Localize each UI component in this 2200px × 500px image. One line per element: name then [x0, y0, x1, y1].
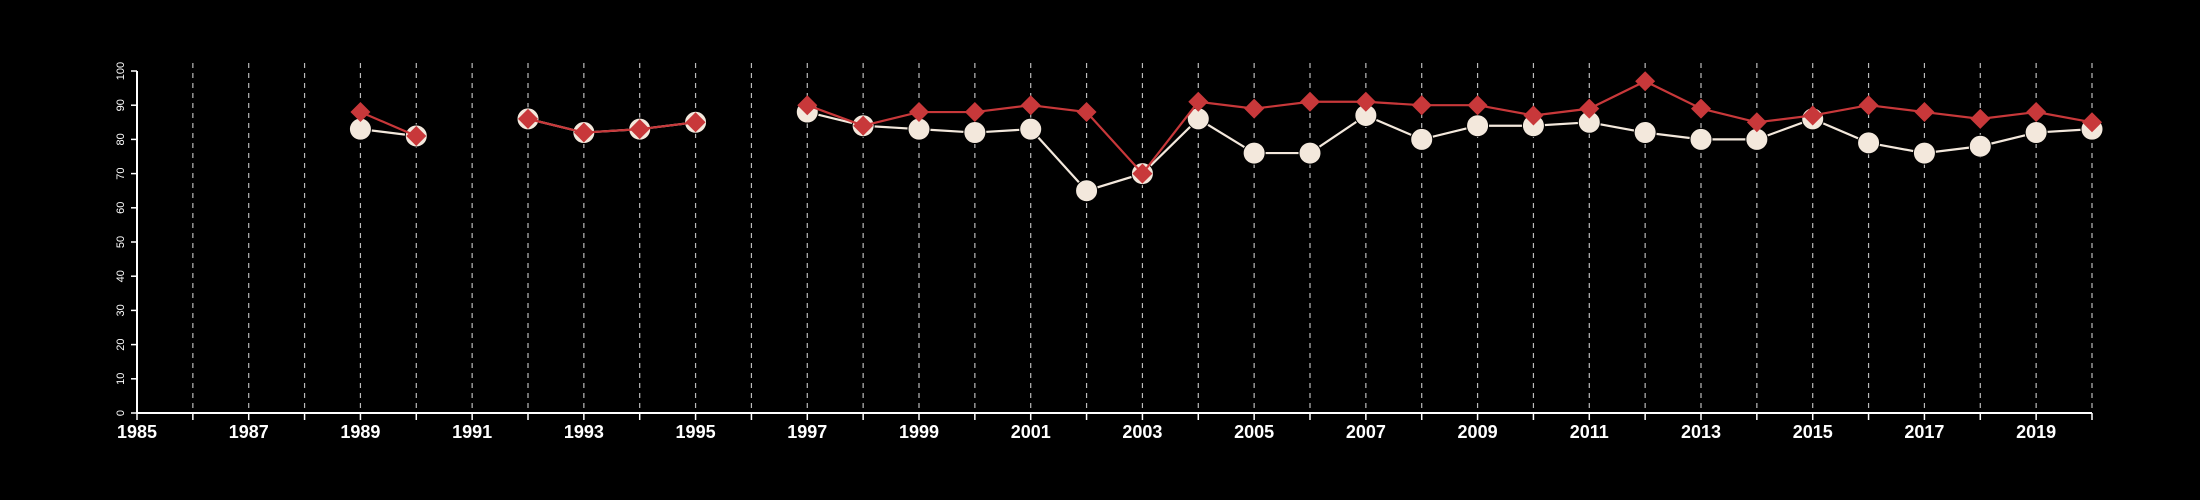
data-point-diamond: [1355, 91, 1376, 112]
data-point-diamond: [1858, 95, 1879, 116]
y-tick-label: 50: [115, 236, 127, 248]
data-point-diamond: [1467, 95, 1488, 116]
x-tick-label: 1987: [229, 422, 269, 442]
data-point-circle: [1075, 179, 1099, 203]
data-point-diamond: [797, 95, 818, 116]
data-point-circle: [1912, 141, 1936, 165]
data-point-diamond: [350, 102, 371, 123]
data-point-diamond: [2082, 112, 2102, 133]
x-tick-label: 2015: [1793, 422, 1833, 442]
data-point-circle: [1298, 141, 1322, 165]
data-point-diamond: [1411, 95, 1432, 116]
data-point-diamond: [629, 119, 650, 140]
data-point-diamond: [1691, 98, 1711, 119]
x-tick-label: 2007: [1346, 422, 1386, 442]
data-point-diamond: [406, 125, 427, 146]
x-tick-label: 2001: [1011, 422, 1051, 442]
y-tick-label: 20: [115, 338, 127, 350]
y-tick-label: 100: [115, 62, 127, 80]
data-point-circle: [1633, 121, 1657, 145]
series-line-segment: [806, 80, 2093, 176]
y-tick-label: 10: [115, 373, 127, 385]
data-point-circle: [1019, 117, 1043, 141]
data-point-diamond: [573, 122, 594, 143]
data-point-diamond: [909, 102, 929, 123]
data-point-diamond: [964, 102, 985, 123]
y-tick-label: 90: [115, 99, 127, 111]
data-point-diamond: [1076, 102, 1097, 123]
x-tick-label: 1997: [787, 422, 827, 442]
data-point-circle: [1410, 127, 1434, 151]
y-tick-label: 60: [115, 202, 127, 214]
x-tick-label: 2009: [1458, 422, 1498, 442]
data-point-circle: [963, 121, 987, 145]
x-tick-label: 1989: [340, 422, 380, 442]
x-tick-label: 2013: [1681, 422, 1721, 442]
data-point-diamond: [2026, 102, 2047, 123]
y-tick-label: 30: [115, 304, 127, 316]
data-point-circle: [1857, 131, 1881, 155]
series-line-segment: [527, 117, 696, 134]
x-tick-label: 2017: [1904, 422, 1944, 442]
data-point-diamond: [1020, 95, 1041, 116]
x-tick-label: 2011: [1570, 422, 1609, 442]
data-point-circle: [1968, 134, 1992, 158]
data-point-diamond: [1914, 102, 1935, 123]
series-line-segment: [359, 111, 417, 137]
data-point-diamond: [1244, 98, 1265, 119]
data-point-diamond: [518, 108, 538, 129]
data-point-circle: [1242, 141, 1266, 165]
data-point-diamond: [1746, 112, 1767, 133]
data-point-diamond: [853, 115, 874, 136]
y-tick-label: 80: [115, 133, 127, 145]
x-tick-label: 1985: [117, 422, 157, 442]
x-tick-label: 1999: [899, 422, 939, 442]
data-point-diamond: [1188, 91, 1209, 112]
y-tick-label: 0: [115, 410, 127, 416]
data-point-circle: [1466, 114, 1490, 138]
x-tick-label: 2019: [2016, 422, 2056, 442]
data-point-diamond: [1635, 71, 1656, 92]
data-point-diamond: [1802, 105, 1823, 126]
y-tick-label: 70: [115, 167, 127, 179]
x-tick-label: 2005: [1234, 422, 1274, 442]
series-diamond: [350, 71, 2102, 184]
data-point-diamond: [1132, 163, 1153, 184]
data-point-diamond: [1970, 108, 1991, 129]
x-tick-label: 1995: [676, 422, 716, 442]
series-layer: [348, 71, 2104, 203]
data-point-diamond: [685, 112, 706, 133]
axis-layer: 0 10 20 30 40 50 60 70 80 90 100 1985 1987 1989 1991 19…: [115, 62, 2093, 442]
x-tick-label: 1993: [564, 422, 604, 442]
y-tick-label: 40: [115, 270, 127, 282]
x-tick-label: 1991: [452, 422, 492, 442]
data-point-circle: [1689, 127, 1713, 151]
data-point-diamond: [1523, 105, 1544, 126]
data-point-diamond: [1300, 91, 1320, 112]
x-tick-label: 2003: [1122, 422, 1162, 442]
data-point-circle: [2024, 121, 2048, 145]
data-point-diamond: [1579, 98, 1600, 119]
grid-layer: [192, 63, 2093, 413]
